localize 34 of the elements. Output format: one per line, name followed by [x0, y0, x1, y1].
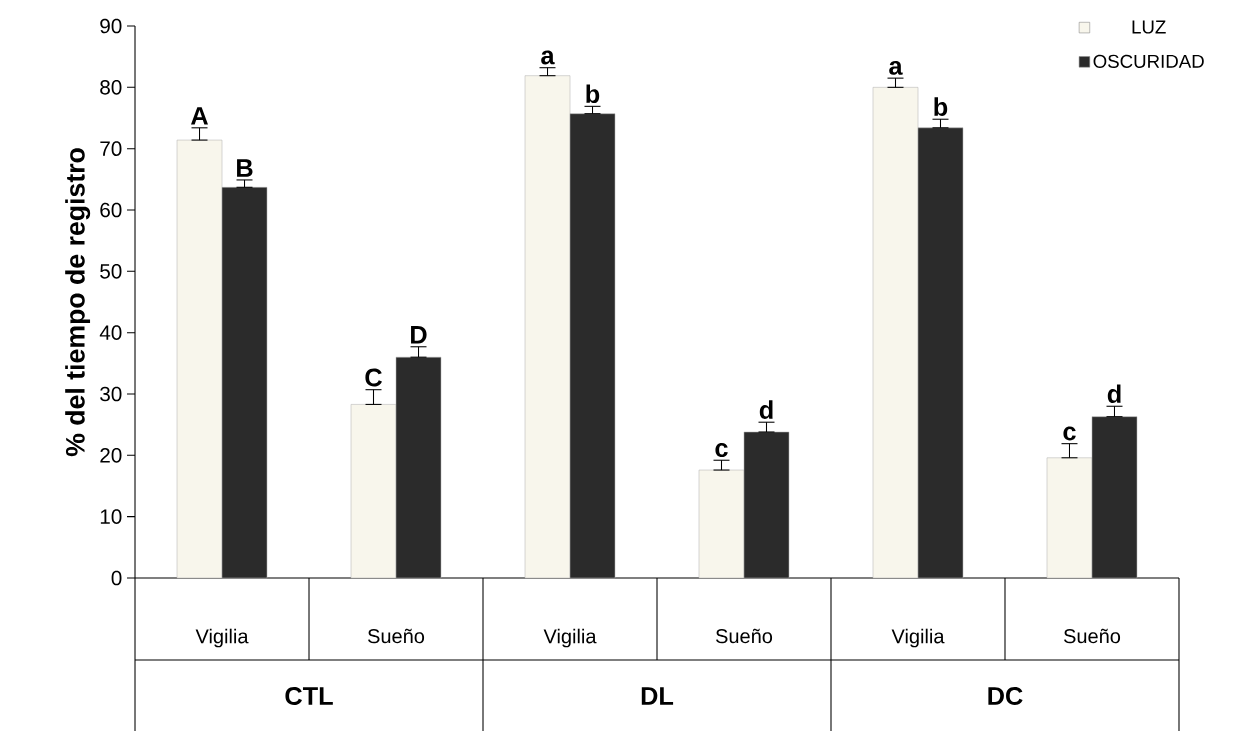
y-tick-label: 20	[100, 448, 122, 463]
x-tick-label: Vigilia	[543, 628, 597, 648]
data-label: a	[889, 60, 903, 75]
legend-label: LUZ	[1132, 20, 1166, 34]
x-tick-label: Sueño	[367, 628, 425, 644]
data-label: d	[759, 400, 773, 419]
legend-label: OSCURIDAD	[1093, 54, 1204, 68]
y-tick-label: 0	[111, 570, 122, 586]
y-tick-label: 30	[100, 386, 122, 402]
y-tick-label: 70	[100, 141, 122, 156]
x-tick-label: Sueño	[715, 628, 773, 644]
y-tick-label: 90	[100, 18, 122, 34]
y-axis-title: % del tiempo de registro	[65, 148, 91, 457]
data-label: a	[541, 50, 555, 65]
x-tick-label: Sueño	[1063, 628, 1121, 644]
data-label: B	[237, 159, 253, 177]
data-label: c	[1063, 426, 1076, 441]
data-label: b	[586, 84, 600, 104]
data-label: b	[934, 97, 948, 116]
data-label: A	[190, 107, 208, 125]
data-label: c	[715, 443, 728, 457]
text: DL	[641, 687, 674, 705]
y-tick-label: 50	[100, 264, 122, 279]
data-label: C	[365, 368, 382, 387]
y-tick-label: 10	[100, 509, 122, 524]
y-tick-label: 80	[100, 80, 122, 95]
data-label: d	[1107, 384, 1121, 403]
x-tick-label: Vigilia	[195, 628, 249, 648]
data-label: D	[411, 326, 427, 344]
x-tick-label: Vigilia	[891, 628, 945, 648]
text: DC	[988, 687, 1023, 705]
y-tick-label: 40	[99, 325, 122, 340]
text: CTL	[285, 687, 333, 705]
y-tick-label: 60	[100, 202, 122, 218]
